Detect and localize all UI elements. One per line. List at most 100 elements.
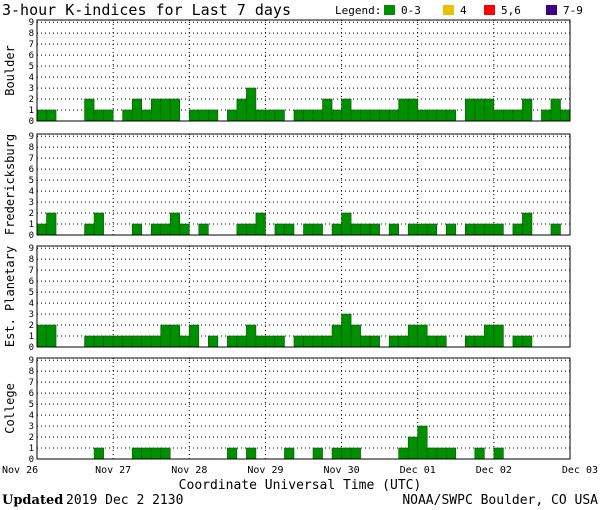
y-tick-label: 8	[29, 29, 34, 39]
k-index-bar	[407, 436, 419, 460]
k-index-bar	[84, 335, 95, 348]
k-index-bar	[293, 109, 304, 122]
updated-label: Updated	[2, 493, 63, 508]
updated-time: 2019 Dec 2 2130	[66, 493, 183, 508]
k-index-bar	[474, 98, 485, 122]
k-index-bar	[398, 447, 409, 460]
legend: Legend: 0-3 4 5,6 7-9	[335, 4, 583, 17]
k-index-bar	[474, 447, 485, 460]
k-index-bar	[417, 425, 428, 460]
k-index-bar	[131, 98, 142, 122]
k-index-bar	[417, 324, 428, 348]
x-axis-label: Coordinate Universal Time (UTC)	[179, 478, 422, 493]
k-index-bar	[93, 335, 104, 348]
k-index-bar	[84, 98, 95, 122]
y-tick-label: 1	[29, 106, 34, 116]
k-index-bar	[493, 324, 504, 348]
k-index-bar	[436, 447, 447, 460]
k-index-bar	[426, 335, 438, 348]
k-index-bar	[36, 109, 47, 122]
k-index-bar	[265, 335, 276, 348]
legend-swatch-7-9	[546, 5, 557, 15]
y-tick-label: 5	[29, 400, 34, 410]
k-index-bar	[522, 212, 533, 236]
k-index-bar	[369, 223, 380, 236]
y-tick-label: 7	[29, 266, 34, 276]
k-index-bar	[341, 447, 352, 460]
k-index-bar	[541, 109, 552, 122]
k-index-bar	[312, 447, 323, 460]
legend-item-7-9: 7-9	[563, 4, 583, 17]
y-tick-label: 2	[29, 209, 34, 219]
k-index-bar	[417, 109, 428, 122]
y-tick-label: 4	[29, 73, 34, 83]
k-index-bar	[350, 109, 361, 122]
k-index-bar	[474, 223, 485, 236]
x-tick-label: Nov 30	[324, 465, 360, 476]
k-index-bar	[246, 223, 257, 236]
k-index-bar	[322, 335, 333, 348]
k-index-bar	[227, 109, 238, 122]
y-tick-label: 4	[29, 187, 34, 197]
k-index-bar	[36, 223, 47, 236]
y-tick-label: 0	[29, 455, 34, 465]
k-index-bar	[436, 335, 447, 348]
y-tick-label: 3	[29, 422, 34, 432]
y-tick-label: 6	[29, 165, 34, 175]
k-index-bar	[255, 109, 266, 122]
y-tick-label: 5	[29, 176, 34, 186]
y-tick-label: 9	[29, 132, 34, 142]
panel-frame	[36, 19, 571, 122]
k-index-bar	[150, 223, 162, 236]
y-tick-label: 8	[29, 367, 34, 377]
k-index-bar	[512, 223, 523, 236]
y-tick-label: 9	[29, 18, 34, 28]
k-index-bar	[522, 335, 533, 348]
y-tick-label: 6	[29, 51, 34, 61]
k-index-bar	[274, 335, 285, 348]
y-tick-label: 4	[29, 411, 34, 421]
y-tick-label: 1	[29, 444, 34, 454]
k-index-bar	[350, 447, 361, 460]
k-index-bar	[131, 447, 142, 460]
k-index-bar	[274, 109, 285, 122]
k-index-bar	[341, 313, 352, 348]
k-index-bar	[512, 335, 523, 348]
k-index-bar	[131, 335, 142, 348]
k-index-bar	[141, 109, 152, 122]
legend-swatch-4	[443, 5, 454, 15]
k-index-bar	[331, 223, 342, 236]
k-index-bar	[160, 447, 171, 460]
k-index-bar	[493, 109, 504, 122]
panel-label: Fredericksburg	[3, 134, 17, 235]
k-index-bar	[350, 324, 361, 348]
y-tick-label: 7	[29, 154, 34, 164]
k-index-bar	[426, 447, 438, 460]
k-index-bar	[407, 223, 419, 236]
k-index-bar	[350, 223, 361, 236]
k-index-bar	[236, 98, 247, 122]
y-tick-label: 1	[29, 332, 34, 342]
y-tick-label: 2	[29, 95, 34, 105]
x-tick-label: Nov 28	[171, 465, 207, 476]
k-index-bar	[303, 335, 314, 348]
k-index-bar	[341, 212, 352, 236]
x-tick-label: Dec 01	[400, 465, 436, 476]
k-index-bar	[169, 98, 181, 122]
k-index-bar	[236, 223, 247, 236]
k-index-bar	[255, 335, 266, 348]
k-index-bar	[122, 335, 133, 348]
k-index-bar	[484, 324, 495, 348]
k-index-bar	[198, 223, 209, 236]
y-tick-label: 7	[29, 378, 34, 388]
k-index-bar	[493, 447, 504, 460]
k-index-bar	[445, 223, 457, 236]
y-tick-label: 6	[29, 389, 34, 399]
legend-item-4: 4	[460, 4, 467, 17]
k-index-bar	[208, 335, 219, 348]
k-index-bar	[284, 223, 295, 236]
k-index-bar	[122, 109, 133, 122]
